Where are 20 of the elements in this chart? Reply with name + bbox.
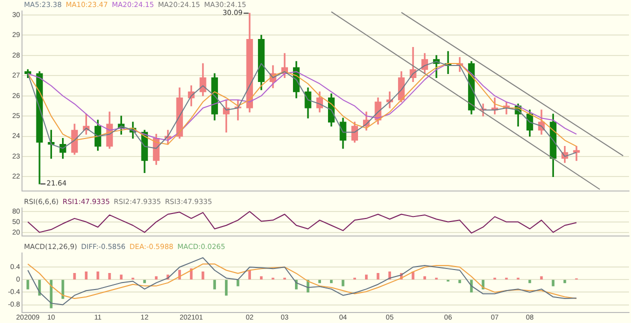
bar [154,276,158,280]
bar [120,274,123,280]
bar [84,271,88,280]
bar [260,276,263,280]
bar [143,280,146,284]
bar [236,280,240,286]
bar [423,276,426,280]
bar [342,280,344,286]
bar [73,273,76,280]
candlestick [573,146,580,161]
bar [540,276,543,280]
bar [108,273,111,280]
bar [365,274,368,280]
bar [213,280,216,290]
bar [552,280,554,286]
bar [376,273,380,280]
bar [96,271,100,280]
bar [26,280,30,290]
bar [202,271,204,280]
bar [224,280,228,296]
